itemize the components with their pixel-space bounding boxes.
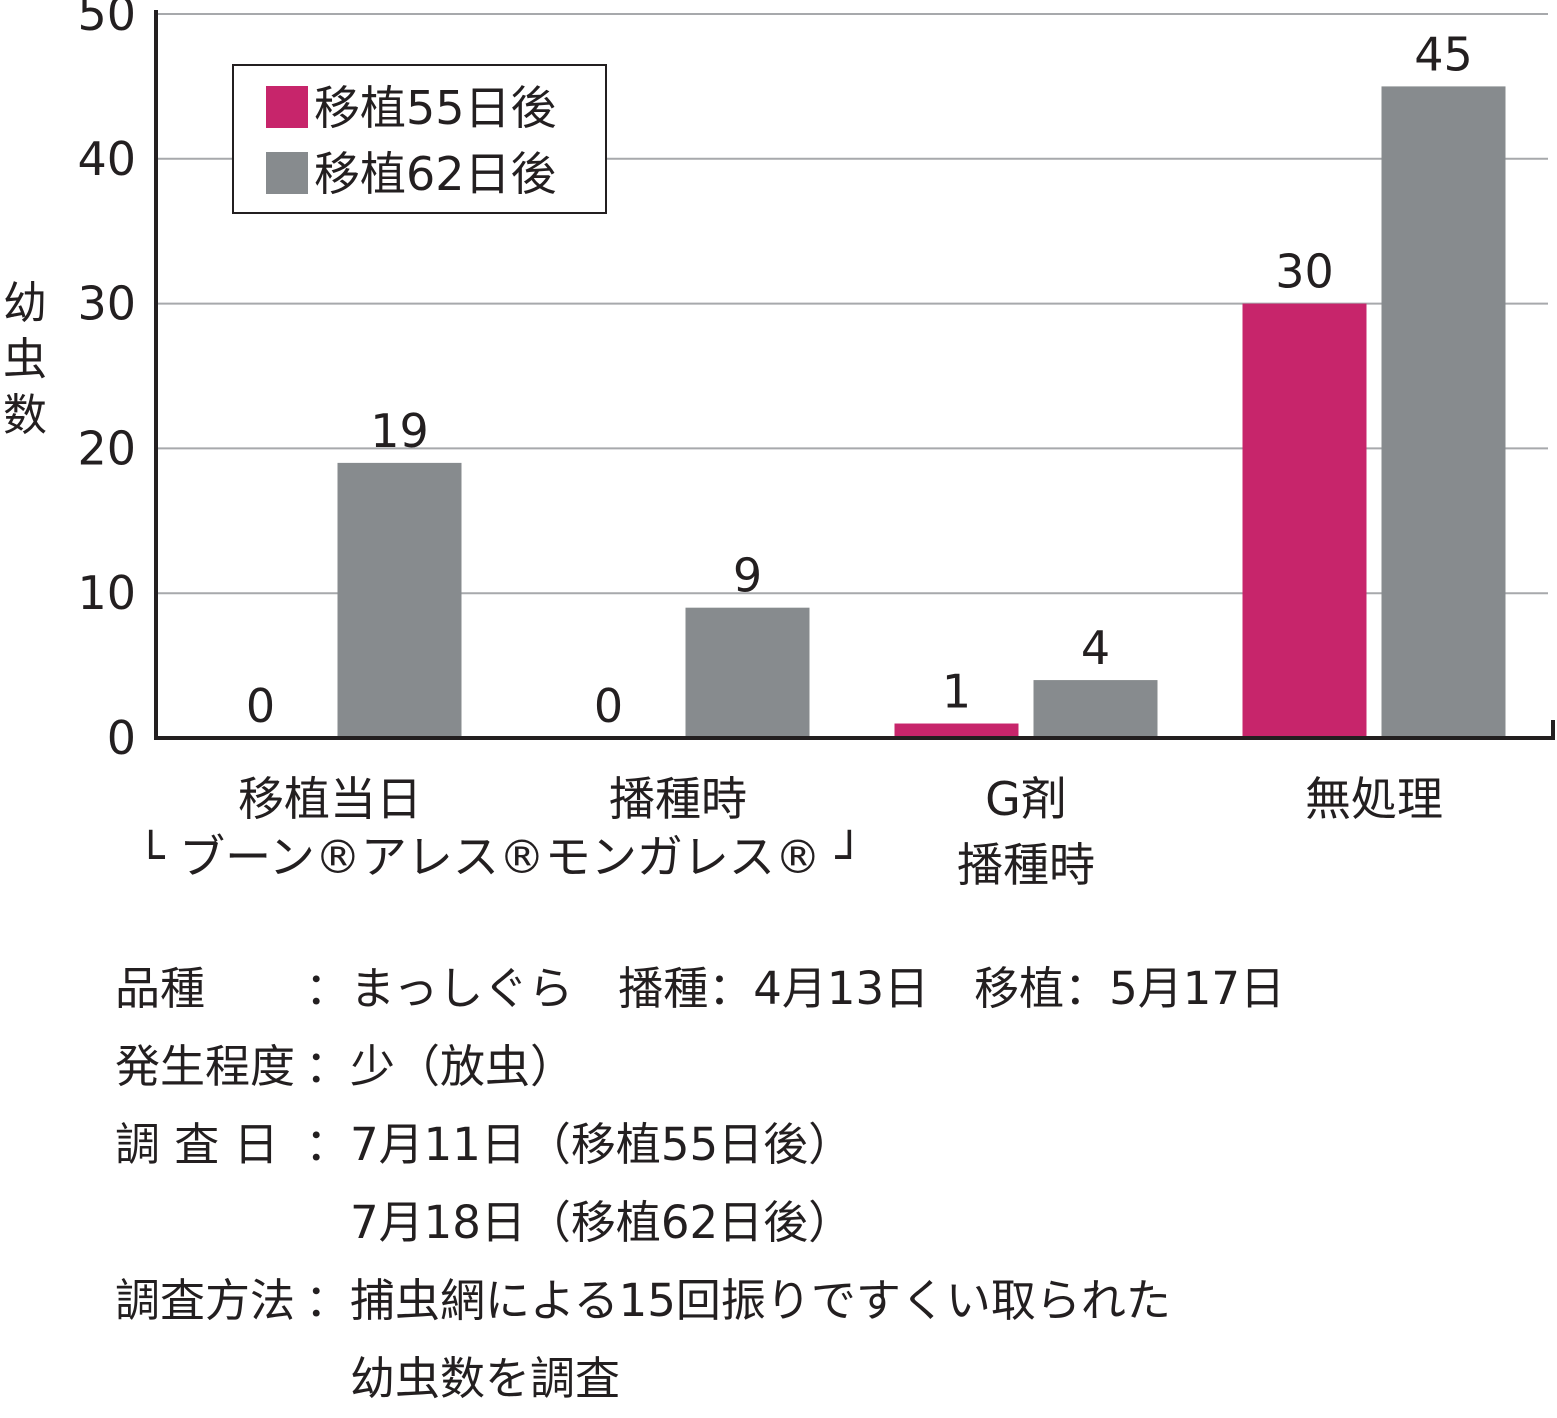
x-category-label: 無処理 [1305,772,1443,826]
note-row: 品種 ：まっしぐら 播種：4月13日 移植：5月17日 [115,950,1285,1028]
note-label: 調査方法 [115,1274,296,1327]
y-tick-label: 0 [107,711,136,765]
y-tick-label: 40 [77,132,136,186]
note-line: 捕虫網による15回振りですくい取られた [350,1274,1171,1327]
bar [1033,680,1158,738]
legend-swatch [266,86,308,128]
note-value: 捕虫網による15回振りですくい取られた 幼虫数を調査 [350,1262,1171,1418]
y-axis-label-char: 数 [3,390,47,441]
data-label: 1 [942,665,971,719]
note-row: 発生程度：少（放虫） [115,1028,1285,1106]
data-label: 19 [370,404,429,458]
data-label: 45 [1414,27,1473,81]
bar [1381,86,1506,738]
value-labels: 0 19 0 9 1 4 30 45 [246,27,1473,733]
note-label: 調 査 日 [115,1118,279,1171]
group-label: └ ブーン®アレス®モンガレス® ┘ [137,829,863,884]
note-label: 品種 [115,962,206,1015]
x-category-label: 播種時 [957,838,1095,892]
axes [154,10,1555,740]
note-value: 7月11日（移植55日後） 7月18日（移植62日後） [350,1106,853,1262]
data-label: 0 [246,679,275,733]
note-row: 調 査 日 ： 7月11日（移植55日後） 7月18日（移植62日後） [115,1106,1285,1262]
data-label: 4 [1081,621,1110,675]
legend-entry: 移植62日後 [314,147,557,201]
y-axis-label: 幼虫数 [3,278,47,441]
y-tick-label: 10 [77,566,136,620]
legend-entry: 移植55日後 [314,81,557,135]
data-label: 30 [1275,245,1334,299]
bars [337,86,1506,738]
note-line: まっしぐら 播種：4月13日 移植：5月17日 [350,962,1285,1015]
note-line: 幼虫数を調査 [350,1352,621,1405]
x-category-label: G剤 [985,772,1067,826]
note-value: まっしぐら 播種：4月13日 移植：5月17日 [350,950,1285,1028]
y-tick-label: 20 [77,421,136,475]
y-tick-labels: 0 10 20 30 40 50 [77,0,136,765]
x-category-label: 移植当日 [238,772,422,826]
y-tick-label: 50 [77,0,136,41]
note-colon: ： [305,962,351,1015]
data-label: 0 [594,679,623,733]
y-axis-label-char: 幼 [3,278,47,329]
y-axis-label-char: 虫 [3,334,47,385]
note-row: 調査方法：捕虫網による15回振りですくい取られた 幼虫数を調査 [115,1262,1285,1418]
legend-swatch [266,152,308,194]
data-label: 9 [733,549,762,603]
bar [685,607,810,738]
note-colon: ： [305,1040,351,1093]
note-line: 7月18日（移植62日後） [350,1196,854,1249]
x-category-label: 播種時 [609,772,747,826]
note-value: 少（放虫） [350,1028,575,1106]
y-tick-label: 30 [77,277,136,331]
note-line: 7月11日（移植55日後） [350,1118,854,1171]
note-colon: ： [305,1118,351,1171]
bar [894,723,1019,738]
notes: 品種：まっしぐら 播種：4月13日 移植：5月17日 発生程度：少（放虫）調 査 … [115,950,1285,1418]
note-label: 発生程度 [115,1040,296,1093]
note-colon: ： [305,1274,351,1327]
bar [337,462,462,738]
note-line: 少（放虫） [350,1040,576,1093]
bar [1242,303,1367,738]
